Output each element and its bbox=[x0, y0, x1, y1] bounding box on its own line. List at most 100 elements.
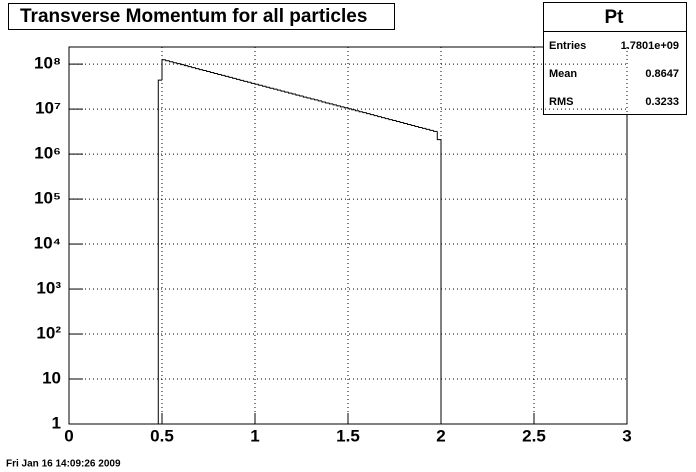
histogram-bin bbox=[317, 99, 322, 102]
histogram-bin bbox=[221, 74, 226, 76]
histogram-bin bbox=[187, 65, 192, 68]
histogram-bin bbox=[287, 92, 293, 94]
histogram-bin bbox=[168, 60, 174, 63]
histogram-bin bbox=[306, 97, 311, 99]
histogram-bin bbox=[384, 117, 389, 120]
histogram-bin bbox=[321, 100, 326, 103]
histogram-bin bbox=[254, 83, 259, 85]
histogram-bin bbox=[202, 69, 207, 72]
histogram-bin bbox=[243, 80, 248, 82]
histogram-bin bbox=[235, 78, 241, 80]
histogram-bin bbox=[291, 93, 296, 95]
histogram-bin bbox=[228, 76, 233, 78]
y-tick-label: 10⁷ bbox=[35, 99, 61, 118]
title-box bbox=[8, 3, 395, 30]
histogram-bin bbox=[392, 119, 397, 122]
histogram-bin bbox=[258, 84, 263, 86]
histogram-bin bbox=[421, 127, 427, 129]
histogram-bin bbox=[407, 123, 412, 125]
histogram-bin bbox=[310, 98, 315, 100]
histogram-bin bbox=[399, 121, 404, 124]
x-tick-label: 1 bbox=[250, 426, 259, 445]
histogram-bin bbox=[265, 86, 270, 88]
histogram-bin bbox=[395, 120, 401, 123]
x-tick-label: 2 bbox=[436, 426, 445, 445]
histogram-bin bbox=[157, 79, 162, 424]
histogram-bin bbox=[299, 95, 304, 97]
histogram-bin bbox=[302, 96, 308, 98]
stats-value: 1.7801e+09 bbox=[621, 40, 679, 52]
stats-label: Mean bbox=[549, 68, 577, 80]
stats-value: 0.8647 bbox=[645, 68, 679, 80]
histogram-bin bbox=[380, 116, 386, 119]
histogram-bin bbox=[276, 89, 282, 91]
stats-title: Pt bbox=[605, 7, 625, 28]
histogram-bin bbox=[325, 101, 330, 104]
stats-box bbox=[543, 2, 687, 115]
histogram-bin bbox=[366, 112, 371, 115]
y-tick-label: 10⁴ bbox=[34, 234, 61, 253]
histogram-bin bbox=[354, 109, 360, 112]
histogram-bin bbox=[328, 102, 334, 105]
histogram-bin bbox=[232, 77, 237, 79]
histogram-bin bbox=[336, 104, 341, 107]
histogram-bin bbox=[425, 128, 430, 130]
histogram-bin bbox=[247, 81, 252, 83]
histogram-bin bbox=[269, 87, 274, 89]
x-tick-label: 0.5 bbox=[150, 426, 174, 445]
histogram-bin bbox=[369, 113, 375, 116]
histogram-bin bbox=[198, 68, 203, 71]
histogram-bin bbox=[295, 94, 300, 96]
y-tick-label: 10⁶ bbox=[34, 144, 61, 163]
histogram-bin bbox=[224, 75, 229, 77]
histogram-bin bbox=[351, 108, 356, 111]
y-tick-label: 10⁸ bbox=[34, 54, 61, 73]
histogram-bin bbox=[261, 85, 267, 87]
histogram-bin bbox=[362, 111, 367, 114]
histogram-bin bbox=[347, 107, 352, 110]
x-tick-label: 0 bbox=[64, 426, 73, 445]
histogram-bin bbox=[373, 114, 378, 117]
histogram-bin bbox=[180, 63, 185, 66]
stats-label: RMS bbox=[549, 96, 573, 108]
histogram-bin bbox=[239, 79, 244, 81]
histogram-bin bbox=[377, 115, 382, 118]
y-tick-label: 10⁵ bbox=[34, 189, 61, 208]
histogram-bin bbox=[206, 70, 211, 73]
histogram-bin bbox=[213, 72, 218, 74]
histogram-bin bbox=[332, 103, 337, 106]
y-tick-label: 10³ bbox=[36, 279, 61, 298]
histogram-bin bbox=[343, 106, 348, 109]
histogram-bin bbox=[418, 126, 423, 128]
histogram-bin bbox=[410, 124, 415, 126]
histogram-bin bbox=[161, 59, 166, 81]
chart-title: Transverse Momentum for all particles bbox=[20, 6, 367, 27]
histogram-bin bbox=[340, 105, 345, 108]
histogram-bin bbox=[194, 67, 200, 70]
stats-value: 0.3233 bbox=[645, 96, 679, 108]
histogram-bin bbox=[433, 130, 438, 132]
histogram-bin bbox=[358, 110, 363, 113]
histogram-bin bbox=[403, 122, 408, 125]
histogram-bin bbox=[176, 62, 181, 65]
histogram-bin bbox=[217, 73, 222, 75]
histogram-bin bbox=[250, 82, 255, 84]
histogram-bin bbox=[314, 98, 319, 101]
y-tick-label: 1 bbox=[52, 413, 61, 432]
y-tick-label: 10² bbox=[36, 324, 61, 343]
histogram-bin bbox=[165, 59, 170, 62]
x-tick-label: 2.5 bbox=[522, 426, 546, 445]
histogram-bin bbox=[191, 66, 196, 69]
x-tick-label: 3 bbox=[622, 426, 631, 445]
x-tick-label: 1.5 bbox=[336, 426, 360, 445]
histogram-bin bbox=[183, 64, 189, 67]
histogram-bin bbox=[209, 71, 215, 74]
histogram-bin bbox=[388, 118, 393, 121]
footer: Fri Jan 16 14:09:26 2009 bbox=[6, 459, 121, 470]
histogram-bin bbox=[284, 91, 289, 93]
histogram-bin bbox=[172, 61, 177, 64]
histogram-bin bbox=[436, 131, 442, 424]
histogram-bin bbox=[429, 129, 434, 131]
y-tick-label: 10 bbox=[42, 368, 61, 387]
